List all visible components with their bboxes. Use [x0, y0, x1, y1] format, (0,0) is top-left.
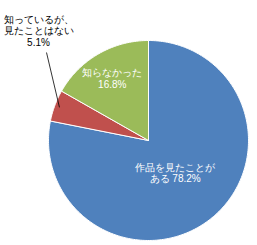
svg-text:作品を見たことがある 78.2%: 作品を見たことがある 78.2% [134, 162, 216, 185]
svg-text:知っているが、見たことはない5.1%: 知っているが、見たことはない5.1% [4, 14, 74, 48]
svg-text:知らなかった16.8%: 知らなかった16.8% [82, 67, 142, 90]
